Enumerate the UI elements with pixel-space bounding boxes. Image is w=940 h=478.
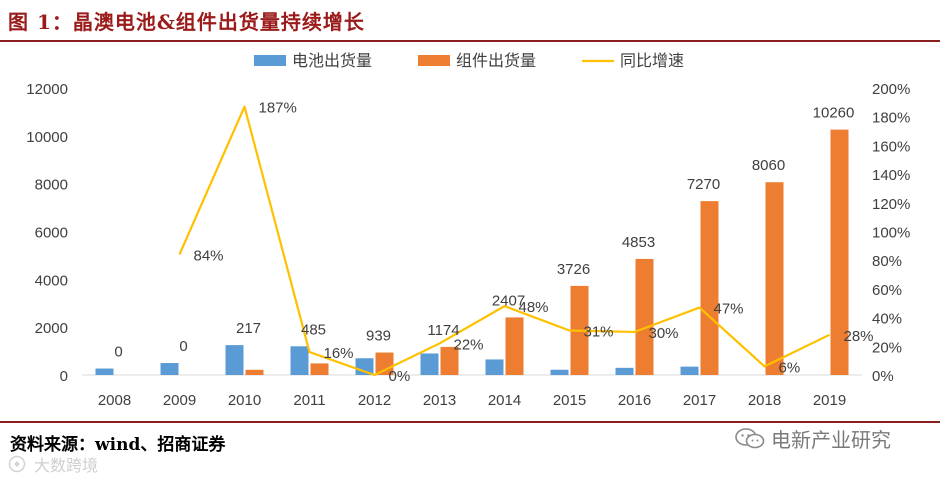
bar-module <box>245 369 264 375</box>
x-tick-label: 2017 <box>683 392 716 409</box>
module-data-label: 10260 <box>813 105 855 122</box>
title-bar: 图 1：晶澳电池&组件出货量持续增长 <box>0 0 940 42</box>
source-note: 资料来源：wind、招商证券 <box>10 435 226 455</box>
divider <box>0 421 940 423</box>
bar-module <box>830 129 849 375</box>
bar-module <box>700 201 719 375</box>
growth-data-label: 28% <box>844 328 874 345</box>
bar-battery <box>95 368 114 375</box>
bar-battery <box>550 369 569 375</box>
module-data-label: 1174 <box>427 322 459 339</box>
bar-module <box>505 317 524 375</box>
y-right-tick-label: 80% <box>872 253 902 270</box>
bar-battery <box>680 366 699 375</box>
y-right-tick-label: 140% <box>872 167 910 184</box>
bar-battery <box>290 346 309 375</box>
module-data-label: 0 <box>114 344 122 361</box>
growth-data-label: 187% <box>259 100 297 117</box>
module-data-label: 3726 <box>557 261 590 278</box>
y-left-tick-label: 6000 <box>35 225 68 242</box>
y-left-tick-label: 2000 <box>35 320 68 337</box>
bar-module <box>765 182 784 375</box>
x-tick-label: 2012 <box>358 392 391 409</box>
x-tick-label: 2019 <box>813 392 846 409</box>
watermark-left: 大数跨境 <box>8 452 98 476</box>
watermark-right-text: 电新产业研究 <box>771 428 891 452</box>
x-tick-label: 2016 <box>618 392 651 409</box>
bar-battery <box>225 345 244 375</box>
x-tick-label: 2018 <box>748 392 781 409</box>
chart: 0 2000 4000 6000 8000 10000 12000 0% 20% 40% 60% 80… <box>26 52 910 409</box>
bar-battery <box>615 367 634 375</box>
legend-swatch <box>418 55 450 66</box>
y-right-tick-label: 40% <box>872 311 902 328</box>
x-tick-label: 2015 <box>553 392 586 409</box>
y-right-tick-label: 100% <box>872 225 910 242</box>
y-right-tick-label: 0% <box>872 368 894 385</box>
watermark-right: 电新产业研究 <box>735 424 891 453</box>
growth-data-label: 16% <box>324 345 354 362</box>
growth-data-label: 22% <box>454 336 484 353</box>
growth-line <box>178 105 830 377</box>
x-tick-label: 2008 <box>98 392 131 409</box>
legend-label: 电池出货量 <box>292 52 372 70</box>
growth-data-label: 48% <box>519 299 549 316</box>
x-tick-label: 2013 <box>423 392 456 409</box>
y-right-tick-label: 160% <box>872 138 910 155</box>
bar-module <box>375 352 394 375</box>
growth-data-label: 6% <box>779 359 801 376</box>
y-left-tick-label: 4000 <box>35 272 68 289</box>
module-data-label: 8060 <box>752 157 785 174</box>
y-right-tick-label: 180% <box>872 110 910 127</box>
growth-data-label: 0% <box>389 368 411 385</box>
growth-data-label: 31% <box>584 324 614 341</box>
bar-battery <box>485 359 504 375</box>
growth-data-label: 30% <box>649 325 679 342</box>
module-data-label: 939 <box>366 328 391 345</box>
wechat-icon <box>735 427 765 448</box>
module-data-label: 485 <box>301 321 326 338</box>
bar-module <box>635 258 654 375</box>
module-data-label: 7270 <box>687 176 720 193</box>
module-data-label: 0 <box>179 338 187 355</box>
x-tick-label: 2014 <box>488 392 521 409</box>
y-left-tick-label: 12000 <box>26 81 68 98</box>
module-data-label: 4853 <box>622 234 655 251</box>
growth-data-label: 84% <box>194 247 224 264</box>
watermark-logo-icon <box>8 455 26 473</box>
module-data-label: 217 <box>236 320 261 337</box>
legend-swatch <box>254 55 286 66</box>
bar-module <box>440 346 459 375</box>
y-right-tick-label: 60% <box>872 282 902 299</box>
y-right-tick-label: 200% <box>872 81 910 98</box>
growth-data-label: 47% <box>714 301 744 318</box>
x-tick-label: 2011 <box>293 392 325 409</box>
y-left-tick-label: 10000 <box>26 129 68 146</box>
x-tick-label: 2010 <box>228 392 261 409</box>
bar-module <box>310 363 329 375</box>
page-title: 图 1：晶澳电池&组件出货量持续增长 <box>8 10 365 34</box>
legend-label: 组件出货量 <box>456 52 536 70</box>
y-right-tick-label: 20% <box>872 339 902 356</box>
bar-battery <box>160 363 179 375</box>
y-left-tick-label: 0 <box>60 368 68 385</box>
module-data-label: 2407 <box>492 292 525 309</box>
watermark-left-text: 大数跨境 <box>34 456 99 475</box>
y-right-tick-label: 120% <box>872 196 910 213</box>
x-tick-label: 2009 <box>163 392 196 409</box>
legend-label: 同比增速 <box>620 52 684 70</box>
bar-battery <box>420 353 439 375</box>
y-left-tick-label: 8000 <box>35 177 68 194</box>
